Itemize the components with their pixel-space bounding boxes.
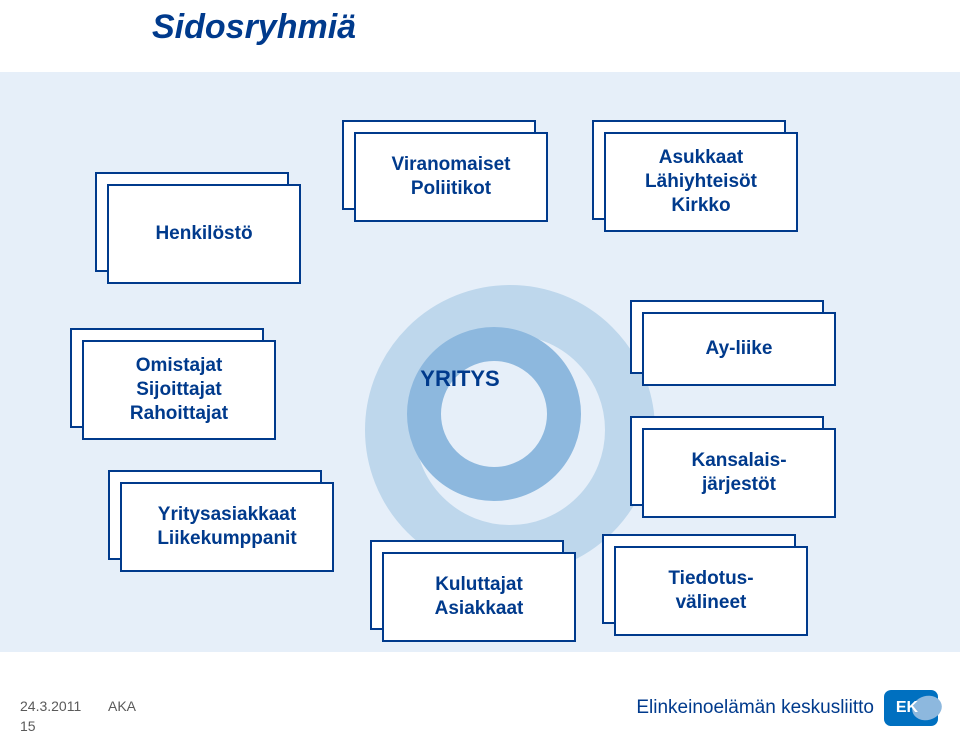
logo-ek-text: EK bbox=[896, 699, 918, 717]
box-omistajat-line: Rahoittajat bbox=[130, 402, 228, 426]
footer-date: 24.3.2011 bbox=[20, 698, 81, 714]
footer-aka: AKA bbox=[108, 698, 136, 714]
box-asukkaat-front: AsukkaatLähiyhteisötKirkko bbox=[604, 132, 798, 232]
box-kansalais-front: Kansalais-järjestöt bbox=[642, 428, 836, 518]
logo-badge: EK bbox=[884, 690, 938, 726]
box-omistajat: OmistajatSijoittajatRahoittajat bbox=[70, 328, 272, 436]
box-tiedotus-front: Tiedotus-välineet bbox=[614, 546, 808, 636]
box-yritysasiakkaat: YritysasiakkaatLiikekumppanit bbox=[108, 470, 330, 568]
box-tiedotus: Tiedotus-välineet bbox=[602, 534, 804, 632]
box-kansalais-line: Kansalais- bbox=[691, 449, 786, 473]
box-kuluttajat-front: KuluttajatAsiakkaat bbox=[382, 552, 576, 642]
box-ayliike-line: Ay-liike bbox=[706, 337, 773, 361]
box-kansalais-line: järjestöt bbox=[702, 473, 776, 497]
box-viranomaiset-front: ViranomaisetPoliitikot bbox=[354, 132, 548, 222]
box-henkilosto-line: Henkilöstö bbox=[155, 222, 252, 246]
box-tiedotus-line: Tiedotus- bbox=[668, 567, 753, 591]
center-label-yritys: YRITYS bbox=[410, 366, 510, 392]
box-asukkaat-line: Lähiyhteisöt bbox=[645, 170, 757, 194]
box-kuluttajat-line: Asiakkaat bbox=[435, 597, 524, 621]
stakeholder-ring-inner bbox=[407, 327, 581, 501]
box-ayliike: Ay-liike bbox=[630, 300, 832, 382]
box-asukkaat-line: Kirkko bbox=[671, 194, 730, 218]
box-kuluttajat: KuluttajatAsiakkaat bbox=[370, 540, 572, 638]
page-title: Sidosryhmiä bbox=[152, 8, 356, 47]
box-tiedotus-line: välineet bbox=[676, 591, 747, 615]
logo-text: Elinkeinoelämän keskusliitto bbox=[636, 697, 874, 719]
box-henkilosto: Henkilöstö bbox=[95, 172, 297, 280]
logo: Elinkeinoelämän keskusliitto EK bbox=[636, 690, 938, 726]
box-omistajat-line: Omistajat bbox=[136, 354, 223, 378]
box-viranomaiset: ViranomaisetPoliitikot bbox=[342, 120, 544, 218]
box-asukkaat-line: Asukkaat bbox=[659, 146, 744, 170]
box-ayliike-front: Ay-liike bbox=[642, 312, 836, 386]
box-henkilosto-front: Henkilöstö bbox=[107, 184, 301, 284]
footer-page: 15 bbox=[20, 718, 36, 734]
box-kansalais: Kansalais-järjestöt bbox=[630, 416, 832, 514]
box-yritysasiakkaat-front: YritysasiakkaatLiikekumppanit bbox=[120, 482, 334, 572]
box-kuluttajat-line: Kuluttajat bbox=[435, 573, 523, 597]
box-asukkaat: AsukkaatLähiyhteisötKirkko bbox=[592, 120, 794, 228]
box-viranomaiset-line: Viranomaiset bbox=[392, 153, 511, 177]
box-omistajat-line: Sijoittajat bbox=[136, 378, 222, 402]
box-yritysasiakkaat-line: Liikekumppanit bbox=[157, 527, 296, 551]
box-viranomaiset-line: Poliitikot bbox=[411, 177, 491, 201]
box-yritysasiakkaat-line: Yritysasiakkaat bbox=[158, 503, 296, 527]
box-omistajat-front: OmistajatSijoittajatRahoittajat bbox=[82, 340, 276, 440]
